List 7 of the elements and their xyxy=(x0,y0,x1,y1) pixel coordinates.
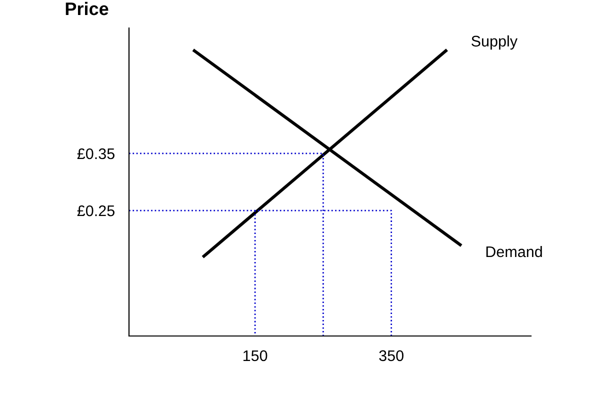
series-label: Supply xyxy=(472,35,518,50)
y-axis-title: Price xyxy=(66,2,108,16)
series-label: Demand xyxy=(486,246,542,258)
y-tick-label: £0.25 xyxy=(77,205,114,216)
x-tick-label: 350 xyxy=(379,350,404,362)
y-tick-label: £0.35 xyxy=(77,148,114,160)
x-tick-label: 150 xyxy=(243,350,268,362)
